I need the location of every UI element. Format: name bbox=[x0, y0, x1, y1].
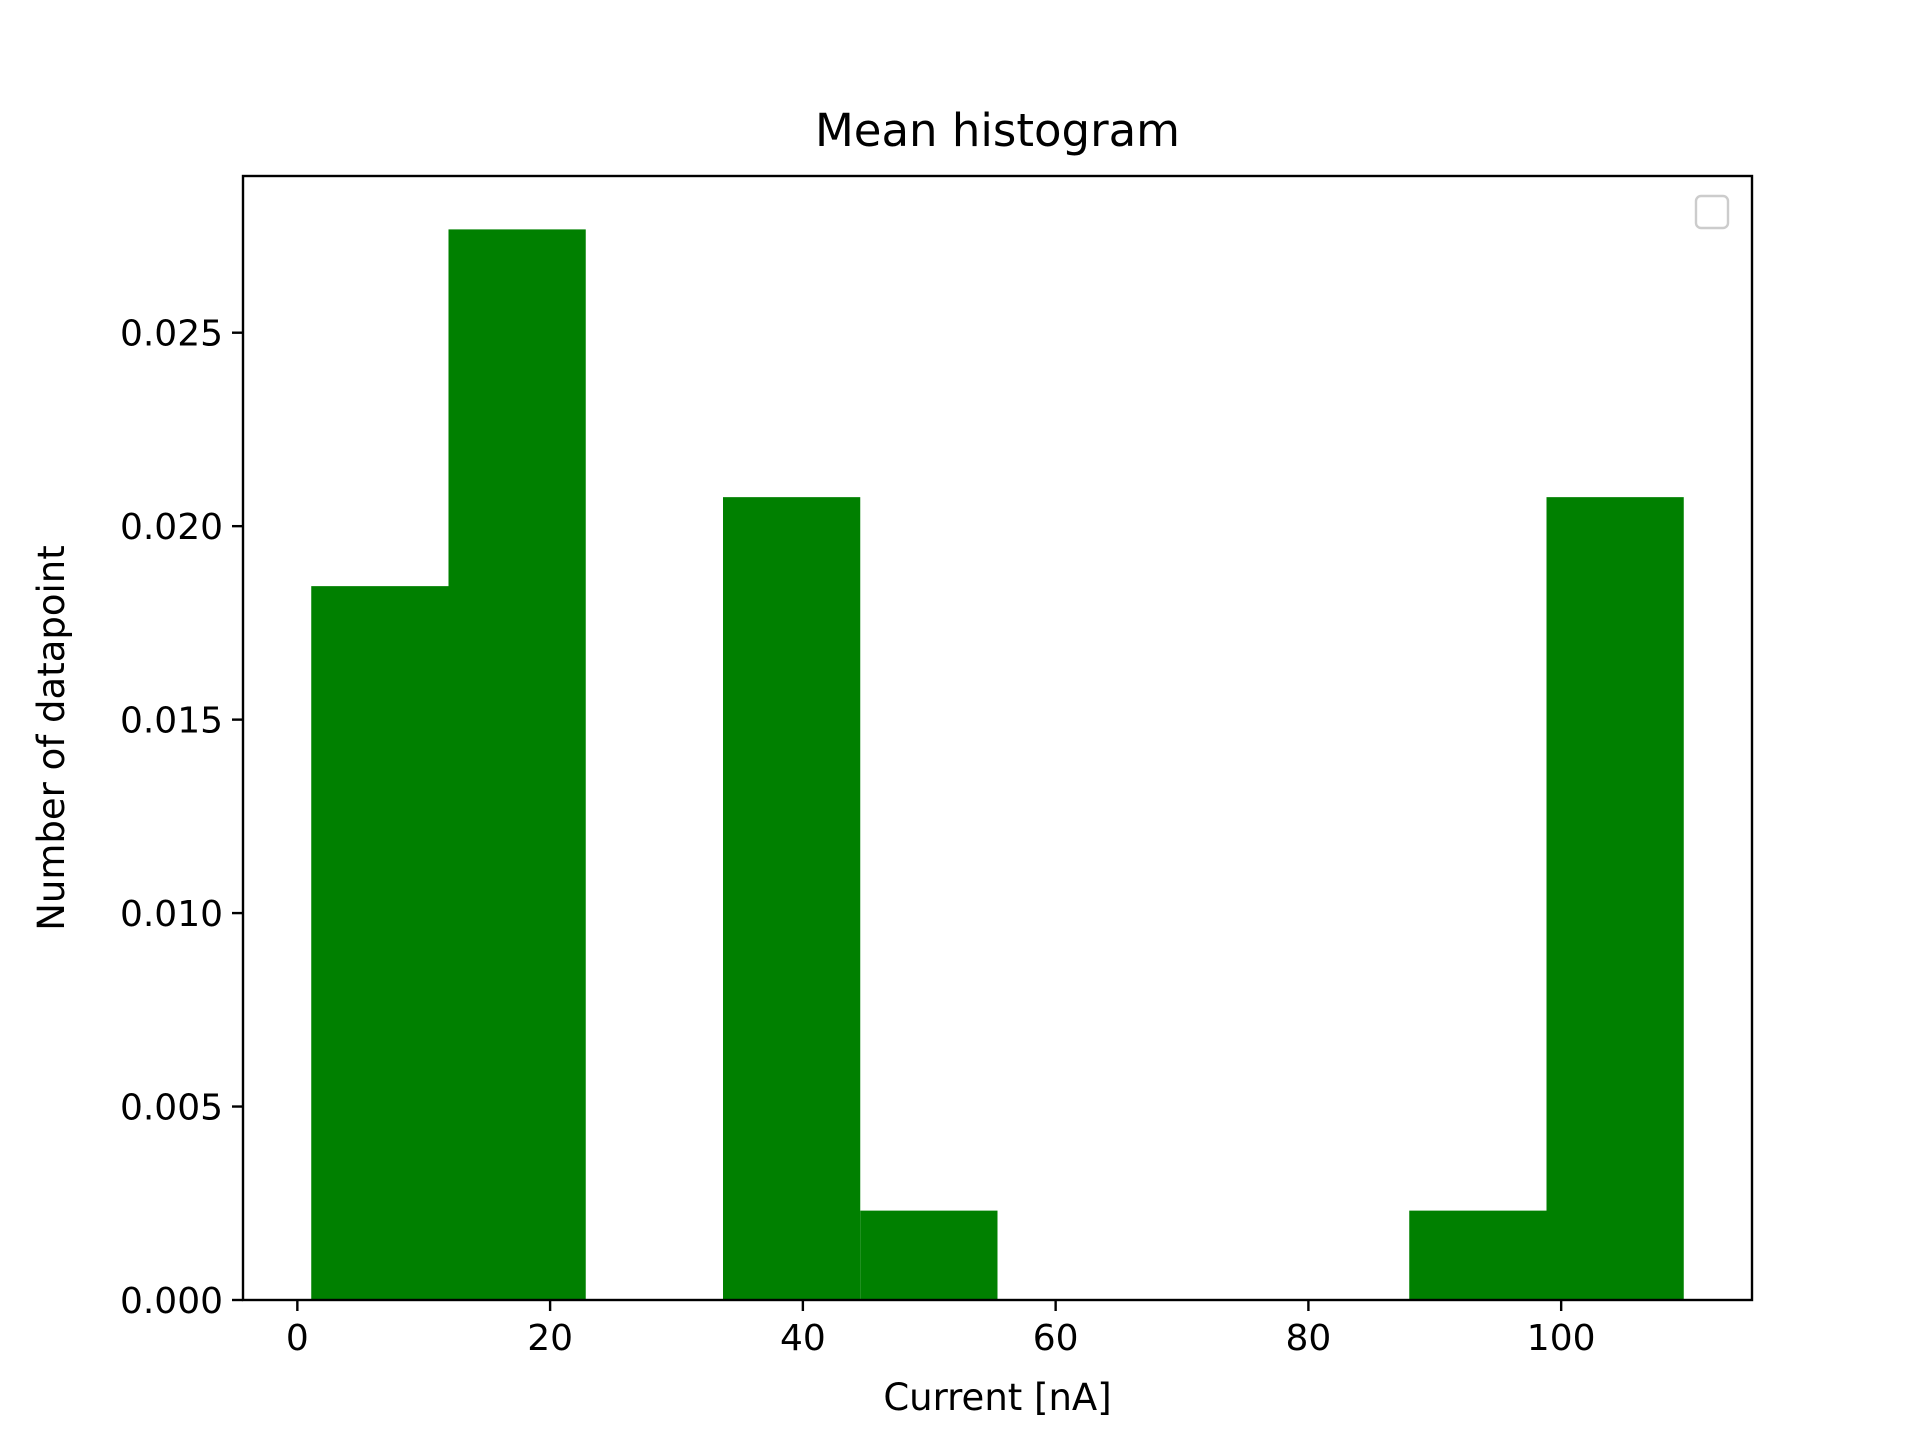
x-tick-label: 80 bbox=[1285, 1318, 1331, 1359]
histogram-bar bbox=[1409, 1210, 1547, 1300]
histogram-bars bbox=[311, 229, 1684, 1301]
y-tick-label: 0.015 bbox=[120, 701, 223, 742]
legend-box bbox=[1694, 194, 1730, 230]
histogram-bar bbox=[311, 586, 449, 1300]
histogram-bar bbox=[860, 1210, 998, 1300]
y-axis-label: Number of datapoint bbox=[30, 545, 73, 931]
x-tick-label: 0 bbox=[286, 1318, 309, 1359]
y-tick-label: 0.005 bbox=[120, 1088, 223, 1129]
histogram-bar bbox=[722, 497, 861, 1301]
y-tick-label: 0.000 bbox=[120, 1281, 223, 1322]
y-tick-label: 0.010 bbox=[120, 894, 223, 935]
x-tick-label: 100 bbox=[1527, 1318, 1596, 1359]
x-tick-label: 60 bbox=[1033, 1318, 1079, 1359]
y-axis-ticks: 0.000 0.005 0.010 0.015 0.020 0.025 bbox=[120, 314, 243, 1322]
x-axis-label: Current [nA] bbox=[883, 1376, 1111, 1419]
y-tick-label: 0.025 bbox=[120, 314, 223, 355]
axes-frame bbox=[241, 174, 1754, 1302]
x-axis-ticks: 0 20 40 60 80 100 bbox=[286, 1300, 1596, 1359]
x-tick-label: 40 bbox=[780, 1318, 826, 1359]
histogram-bar bbox=[1546, 497, 1684, 1301]
histogram-bar bbox=[448, 229, 586, 1301]
x-tick-label: 20 bbox=[527, 1318, 573, 1359]
y-tick-label: 0.020 bbox=[120, 507, 223, 548]
chart-title: Mean histogram bbox=[815, 104, 1180, 157]
